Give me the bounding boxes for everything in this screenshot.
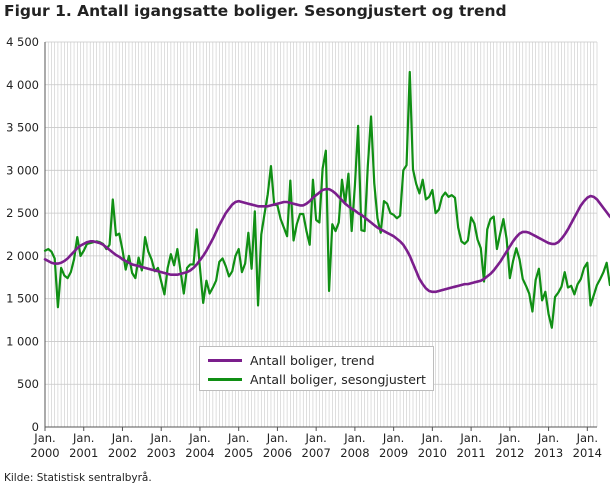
x-tick-label-month: Jan. (150, 431, 172, 445)
y-tick-label: 2 000 (6, 249, 39, 263)
x-tick-label-year: 2006 (263, 446, 292, 460)
x-tick-label-year: 2010 (418, 446, 447, 460)
x-tick-label-month: Jan. (459, 431, 481, 445)
x-tick-label-year: 2014 (573, 446, 602, 460)
axes (44, 42, 597, 431)
x-tick-label-month: Jan. (421, 431, 443, 445)
x-tick-label-month: Jan. (72, 431, 94, 445)
legend-item-seasonal: Antall boliger, sesongjustert (208, 370, 426, 388)
x-tick-label-year: 2005 (224, 446, 253, 460)
seasonal-adjusted-line (43, 70, 610, 329)
x-tick-label-month: Jan. (111, 431, 133, 445)
y-tick-label: 1 500 (6, 292, 39, 306)
x-tick-label-month: Jan. (304, 431, 326, 445)
x-tick-label-year: 2013 (534, 446, 563, 460)
y-tick-label: 500 (17, 377, 39, 391)
y-tick-label: 4 000 (6, 78, 39, 92)
legend-item-trend: Antall boliger, trend (208, 351, 375, 369)
trend-line (43, 187, 610, 294)
series-lines (43, 70, 610, 329)
x-tick-label-year: 2008 (340, 446, 369, 460)
x-tick-label-year: 2002 (108, 446, 137, 460)
x-tick-label-year: 2003 (147, 446, 176, 460)
legend-swatch-trend (208, 358, 242, 362)
x-tick-label-year: 2012 (495, 446, 524, 460)
x-tick-label-month: Jan. (537, 431, 559, 445)
x-tick-label-month: Jan. (498, 431, 520, 445)
x-tick-label-month: Jan. (382, 431, 404, 445)
y-tick-label: 3 000 (6, 163, 39, 177)
x-tick-label-month: Jan. (343, 431, 365, 445)
x-tick-label-year: 2004 (185, 446, 214, 460)
y-tick-label: 3 500 (6, 121, 39, 135)
y-tick-label: 1 000 (6, 334, 39, 348)
x-tick-label-month: Jan. (576, 431, 598, 445)
x-tick-label-month: Jan. (188, 431, 210, 445)
x-tick-label-month: Jan. (33, 431, 55, 445)
y-tick-label: 2 500 (6, 206, 39, 220)
legend-label-seasonal: Antall boliger, sesongjustert (250, 371, 426, 387)
x-tick-label-year: 2011 (456, 446, 485, 460)
x-tick-label-year: 2007 (302, 446, 331, 460)
line-chart: 0 500 1 000 1 500 2 000 2 500 3 000 3 500 4 000 4… (6, 35, 610, 460)
x-tick-label-month: Jan. (227, 431, 249, 445)
tick-labels: 0 500 1 000 1 500 2 000 2 500 3 000 3 500 4 000 4… (6, 35, 602, 460)
chart-legend: Antall boliger, trend Antall boliger, se… (199, 346, 434, 391)
y-tick-label: 4 500 (6, 35, 39, 49)
x-tick-label-month: Jan. (266, 431, 288, 445)
y-tick-label: 0 (32, 420, 39, 434)
legend-label-trend: Antall boliger, trend (250, 352, 375, 368)
chart-title: Figur 1. Antall igangsatte boliger. Seso… (4, 2, 507, 20)
legend-swatch-seasonal (208, 377, 242, 381)
x-tick-label-year: 2001 (69, 446, 98, 460)
x-tick-label-year: 2000 (30, 446, 59, 460)
source-note: Kilde: Statistisk sentralbyrå. (4, 472, 152, 484)
x-tick-label-year: 2009 (379, 446, 408, 460)
